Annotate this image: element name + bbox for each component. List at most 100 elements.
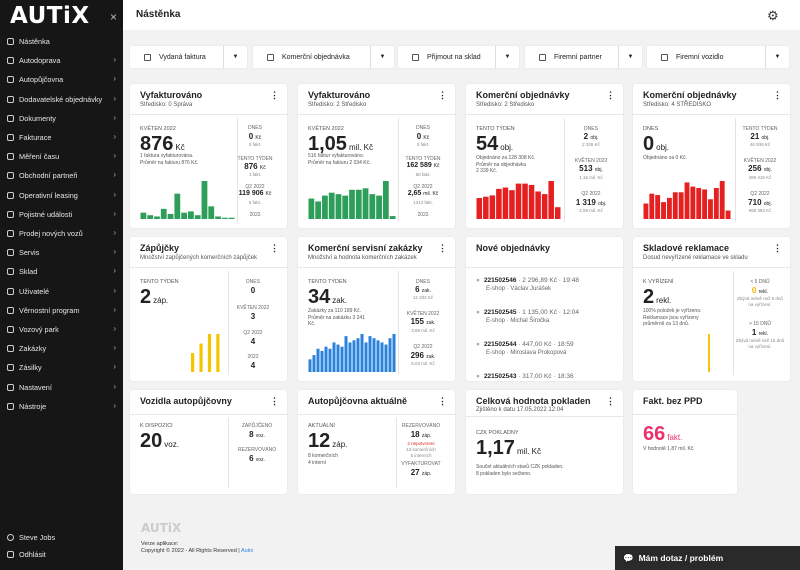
chart-bar (188, 211, 194, 219)
app-logo[interactable]: AUTiX (10, 3, 90, 29)
chart-bar (649, 193, 655, 219)
gear-icon[interactable]: ⚙ (767, 8, 779, 23)
chart-bar (215, 216, 221, 219)
sidebar-item[interactable]: Obchodní partneři › (0, 167, 123, 184)
sidebar-logout[interactable]: Odhlásit (0, 546, 123, 563)
help-button[interactable]: 💬 Mám dotaz / problém (615, 546, 800, 570)
chart-bar (352, 340, 356, 372)
user-icon (7, 534, 14, 541)
quick-action-invoice[interactable]: Vydaná faktura ▼ (130, 46, 247, 68)
sidebar-item[interactable]: Autodoprava › (0, 52, 123, 69)
sidebar-item[interactable]: Sklad › (0, 263, 123, 280)
sidebar-item-label: Zakázky (19, 344, 47, 354)
chart-bar (216, 334, 220, 372)
sidebar-item[interactable]: Uživatelé › (0, 283, 123, 300)
sidebar-item[interactable]: Dodavatelské objednávky › (0, 91, 123, 108)
chevron-right-icon: › (113, 208, 116, 218)
chevron-down-icon[interactable]: ▼ (223, 46, 247, 68)
sidebar-item-label: Věrnostní program (19, 305, 80, 315)
more-menu-icon[interactable]: ⋮ (270, 243, 279, 253)
wrench-icon (7, 249, 14, 257)
chart-service-orders (308, 334, 396, 372)
sidebar-item-label: Zásilky (19, 363, 42, 373)
fleet-icon (7, 326, 14, 333)
close-icon[interactable]: × (622, 373, 623, 380)
sidebar-item-label: Měření času (19, 152, 60, 162)
leasing-icon (7, 191, 14, 199)
sidebar-item[interactable]: Prodej nových vozů › (0, 225, 123, 242)
chevron-right-icon: › (113, 112, 116, 122)
chart-bar (368, 336, 372, 372)
quick-action-commercial-order[interactable]: Komerční objednávka ▼ (253, 46, 394, 68)
sidebar-item[interactable]: Nástěnka (0, 33, 123, 50)
sidebar-item[interactable]: Operativní leasing › (0, 187, 123, 204)
chart-bar (191, 353, 195, 372)
sidebar-item[interactable]: Věrnostní program › (0, 302, 123, 319)
sidebar-item[interactable]: Dokumenty › (0, 110, 123, 127)
sidebar-item[interactable]: Pojistné události › (0, 206, 123, 223)
more-menu-icon[interactable]: ⋮ (438, 396, 447, 406)
sidebar-item[interactable]: Nástroje › (0, 398, 123, 415)
sidebar-item[interactable]: Fakturace › (0, 129, 123, 146)
chevron-down-icon[interactable]: ▼ (370, 46, 394, 68)
sidebar-item-label: Nástěnka (19, 37, 50, 46)
sidebar-user[interactable]: Steve Jobs (0, 529, 123, 546)
car-icon (7, 76, 14, 84)
sidebar-item[interactable]: Měření času › (0, 148, 123, 165)
chart-bar (320, 350, 324, 372)
chart-invoiced-2 (308, 181, 396, 219)
chart-bar (376, 195, 382, 219)
chart-bar (696, 188, 702, 219)
box-icon (267, 53, 274, 61)
list-item[interactable]: ●221502546 · 2 296,89 Kč · 19:48×E-shop … (476, 277, 623, 292)
package-icon (7, 364, 14, 372)
close-icon[interactable]: × (622, 341, 623, 348)
sidebar-item-label: Autodoprava (19, 56, 61, 66)
list-item[interactable]: ●221502543 · 317,00 Kč · 18:36×E-shop · (476, 373, 623, 381)
orders-icon (7, 345, 14, 353)
chart-bar (382, 181, 389, 219)
quick-action-receive-stock[interactable]: Přijmout na sklad ▼ (398, 46, 519, 68)
chevron-down-icon[interactable]: ▼ (765, 46, 789, 68)
card-title: Vyfakturováno (140, 90, 203, 100)
chart-bar (308, 198, 315, 219)
sidebar-item[interactable]: Servis › (0, 244, 123, 261)
sidebar-item-label: Uživatelé (19, 286, 50, 296)
chevron-down-icon[interactable]: ▼ (495, 46, 519, 68)
chart-bar (362, 188, 369, 219)
sidebar-item[interactable]: Zásilky › (0, 359, 123, 376)
more-menu-icon[interactable]: ⋮ (270, 90, 279, 100)
more-menu-icon[interactable]: ⋮ (773, 90, 782, 100)
more-menu-icon[interactable]: ⋮ (773, 243, 782, 253)
chart-bar (348, 342, 352, 372)
chevron-right-icon: › (113, 343, 116, 353)
close-icon[interactable]: × (622, 277, 623, 284)
chevron-right-icon: › (113, 170, 116, 180)
sidebar-item[interactable]: Zakázky › (0, 340, 123, 357)
chevron-right-icon: › (113, 362, 116, 372)
more-menu-icon[interactable]: ⋮ (438, 243, 447, 253)
chart-bar (174, 193, 181, 219)
chevron-down-icon[interactable]: ▼ (618, 46, 642, 68)
list-item[interactable]: ●221502545 · 1 135,00 Kč · 12:04×E-shop … (476, 309, 623, 324)
quick-action-vehicle[interactable]: Firemní vozidlo ▼ (647, 46, 789, 68)
document-icon (144, 53, 151, 61)
footer-text: Verze aplikace: Copyright © 2022 - All R… (141, 541, 254, 554)
list-item[interactable]: ●221502544 · 447,00 Kč · 18:59×E-shop · … (476, 341, 623, 356)
sidebar-item[interactable]: Autopůjčovna › (0, 71, 123, 88)
more-menu-icon[interactable]: ⋮ (606, 396, 615, 406)
close-icon[interactable]: × (622, 309, 623, 316)
chart-bar (369, 194, 376, 219)
more-menu-icon[interactable]: ⋮ (270, 396, 279, 406)
quick-action-partner[interactable]: Firemní partner ▼ (525, 46, 642, 68)
chart-bar (548, 181, 554, 219)
sidebar-item[interactable]: Vozový park › (0, 321, 123, 338)
sidebar-item[interactable]: Nastavení › (0, 379, 123, 396)
footer-logo: AUTiX (141, 521, 182, 535)
footer-link[interactable]: Autix (240, 548, 254, 554)
more-menu-icon[interactable]: ⋮ (606, 90, 615, 100)
chart-bar (509, 190, 515, 219)
more-menu-icon[interactable]: ⋮ (438, 90, 447, 100)
chart-bar (199, 343, 203, 372)
close-sidebar-icon[interactable]: × (110, 10, 118, 24)
